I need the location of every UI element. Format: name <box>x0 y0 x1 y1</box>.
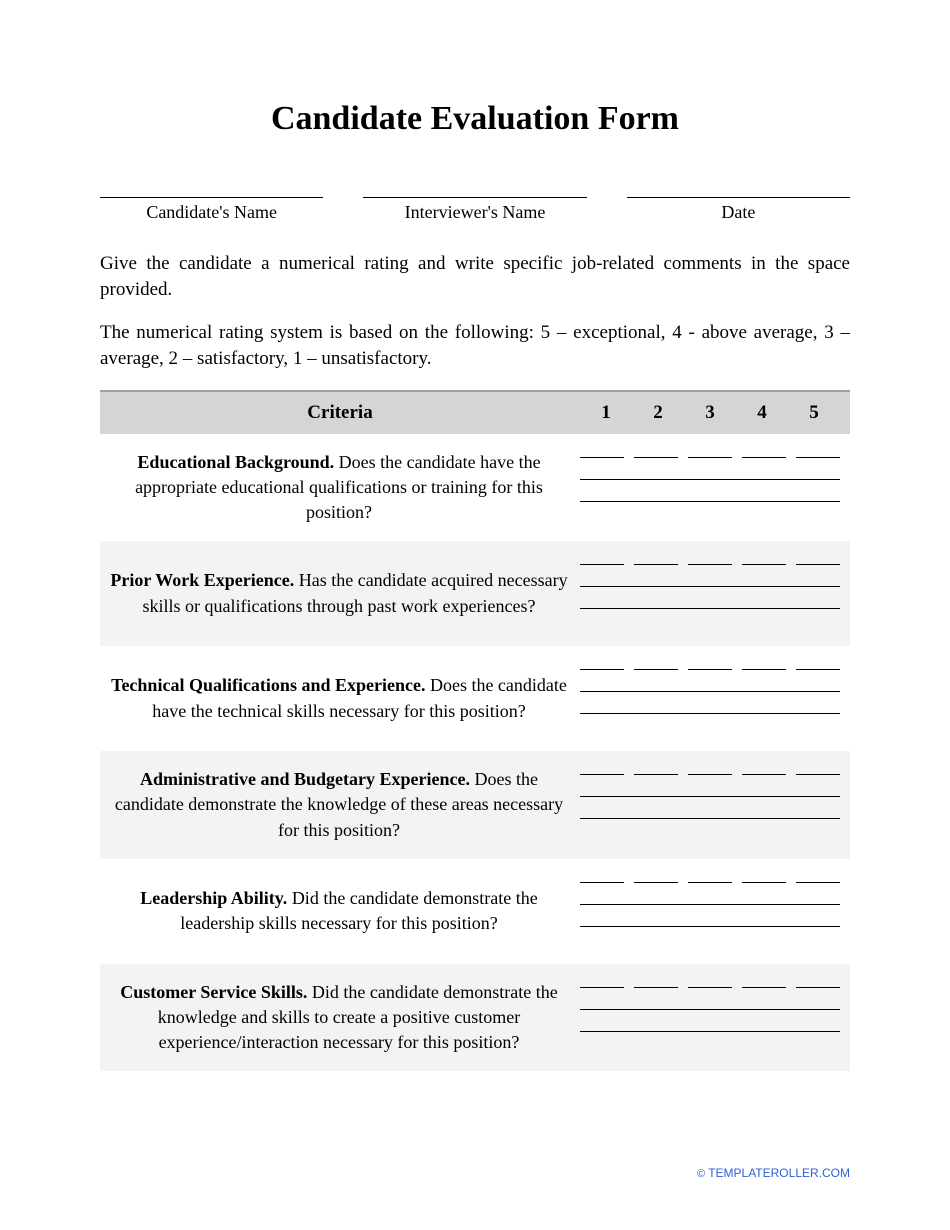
rating-cell <box>580 859 850 964</box>
comment-line[interactable] <box>580 787 840 797</box>
criteria-title: Prior Work Experience. <box>110 570 294 590</box>
candidate-name-label: Candidate's Name <box>100 202 323 223</box>
header-criteria: Criteria <box>100 392 580 434</box>
rating-cell <box>580 646 850 751</box>
rating-blank-4[interactable] <box>742 978 786 988</box>
rating-blank-5[interactable] <box>796 873 840 883</box>
table-row: Administrative and Budgetary Experience.… <box>100 751 850 859</box>
criteria-cell: Educational Background. Does the candida… <box>100 434 580 542</box>
rating-short-lines <box>580 555 840 565</box>
comment-line[interactable] <box>580 917 840 927</box>
candidate-name-field[interactable]: Candidate's Name <box>100 178 323 223</box>
rating-blank-3[interactable] <box>688 873 732 883</box>
page-container: Candidate Evaluation Form Candidate's Na… <box>0 0 950 1071</box>
footer: © TEMPLATEROLLER.COM <box>697 1166 850 1180</box>
rating-blank-4[interactable] <box>742 765 786 775</box>
criteria-title: Administrative and Budgetary Experience. <box>140 769 470 789</box>
rating-blank-5[interactable] <box>796 978 840 988</box>
rating-blank-3[interactable] <box>688 555 732 565</box>
comment-line[interactable] <box>580 809 840 819</box>
criteria-title: Leadership Ability. <box>140 888 287 908</box>
criteria-cell: Administrative and Budgetary Experience.… <box>100 751 580 859</box>
rating-blank-2[interactable] <box>634 555 678 565</box>
header-rating-1: 1 <box>580 402 632 424</box>
rating-blank-1[interactable] <box>580 765 624 775</box>
rating-cell <box>580 434 850 542</box>
comment-line[interactable] <box>580 704 840 714</box>
footer-text: TEMPLATEROLLER.COM <box>708 1166 850 1180</box>
header-rating-4: 4 <box>736 402 788 424</box>
rating-short-lines <box>580 978 840 988</box>
rating-short-lines <box>580 448 840 458</box>
rating-blank-2[interactable] <box>634 765 678 775</box>
rating-short-lines <box>580 873 840 883</box>
interviewer-name-line <box>363 178 586 198</box>
comment-line[interactable] <box>580 1022 840 1032</box>
copyright-icon: © <box>697 1168 705 1180</box>
rating-cell <box>580 751 850 859</box>
criteria-cell: Leadership Ability. Did the candidate de… <box>100 859 580 964</box>
rating-blank-2[interactable] <box>634 448 678 458</box>
comment-line[interactable] <box>580 492 840 502</box>
page-title: Candidate Evaluation Form <box>100 100 850 138</box>
rating-blank-2[interactable] <box>634 873 678 883</box>
comment-line[interactable] <box>580 682 840 692</box>
candidate-name-line <box>100 178 323 198</box>
rating-blank-3[interactable] <box>688 765 732 775</box>
rating-blank-4[interactable] <box>742 873 786 883</box>
rating-blank-2[interactable] <box>634 978 678 988</box>
rating-blank-5[interactable] <box>796 660 840 670</box>
table-row: Prior Work Experience. Has the candidate… <box>100 541 850 646</box>
instructions-2: The numerical rating system is based on … <box>100 320 850 371</box>
interviewer-name-field[interactable]: Interviewer's Name <box>363 178 586 223</box>
date-label: Date <box>627 202 850 223</box>
table-row: Technical Qualifications and Experience.… <box>100 646 850 751</box>
table-header: Criteria 1 2 3 4 5 <box>100 390 850 434</box>
criteria-cell: Customer Service Skills. Did the candida… <box>100 964 580 1072</box>
rating-short-lines <box>580 765 840 775</box>
rating-blank-1[interactable] <box>580 555 624 565</box>
criteria-title: Educational Background. <box>137 452 334 472</box>
rating-blank-5[interactable] <box>796 555 840 565</box>
header-fields: Candidate's Name Interviewer's Name Date <box>100 178 850 223</box>
header-rating-5: 5 <box>788 402 840 424</box>
criteria-title: Customer Service Skills. <box>120 982 307 1002</box>
instructions-1: Give the candidate a numerical rating an… <box>100 251 850 302</box>
rating-blank-1[interactable] <box>580 873 624 883</box>
rating-blank-1[interactable] <box>580 978 624 988</box>
rating-cell <box>580 541 850 646</box>
header-rating-2: 2 <box>632 402 684 424</box>
comment-line[interactable] <box>580 599 840 609</box>
comment-line[interactable] <box>580 1000 840 1010</box>
rating-blank-2[interactable] <box>634 660 678 670</box>
rating-blank-3[interactable] <box>688 660 732 670</box>
criteria-title: Technical Qualifications and Experience. <box>111 675 425 695</box>
interviewer-name-label: Interviewer's Name <box>363 202 586 223</box>
date-field[interactable]: Date <box>627 178 850 223</box>
header-ratings: 1 2 3 4 5 <box>580 392 850 434</box>
table-row: Educational Background. Does the candida… <box>100 434 850 542</box>
rating-blank-4[interactable] <box>742 448 786 458</box>
rating-blank-3[interactable] <box>688 448 732 458</box>
rating-blank-1[interactable] <box>580 448 624 458</box>
header-rating-3: 3 <box>684 402 736 424</box>
date-line <box>627 178 850 198</box>
table-row: Customer Service Skills. Did the candida… <box>100 964 850 1072</box>
rating-blank-4[interactable] <box>742 555 786 565</box>
criteria-cell: Prior Work Experience. Has the candidate… <box>100 541 580 646</box>
rating-blank-5[interactable] <box>796 448 840 458</box>
criteria-cell: Technical Qualifications and Experience.… <box>100 646 580 751</box>
rating-blank-5[interactable] <box>796 765 840 775</box>
rating-cell <box>580 964 850 1072</box>
rating-short-lines <box>580 660 840 670</box>
table-row: Leadership Ability. Did the candidate de… <box>100 859 850 964</box>
rating-blank-1[interactable] <box>580 660 624 670</box>
comment-line[interactable] <box>580 470 840 480</box>
evaluation-table: Criteria 1 2 3 4 5 Educational Backgroun… <box>100 390 850 1072</box>
comment-line[interactable] <box>580 895 840 905</box>
comment-line[interactable] <box>580 577 840 587</box>
rating-blank-3[interactable] <box>688 978 732 988</box>
rating-blank-4[interactable] <box>742 660 786 670</box>
table-body: Educational Background. Does the candida… <box>100 434 850 1072</box>
